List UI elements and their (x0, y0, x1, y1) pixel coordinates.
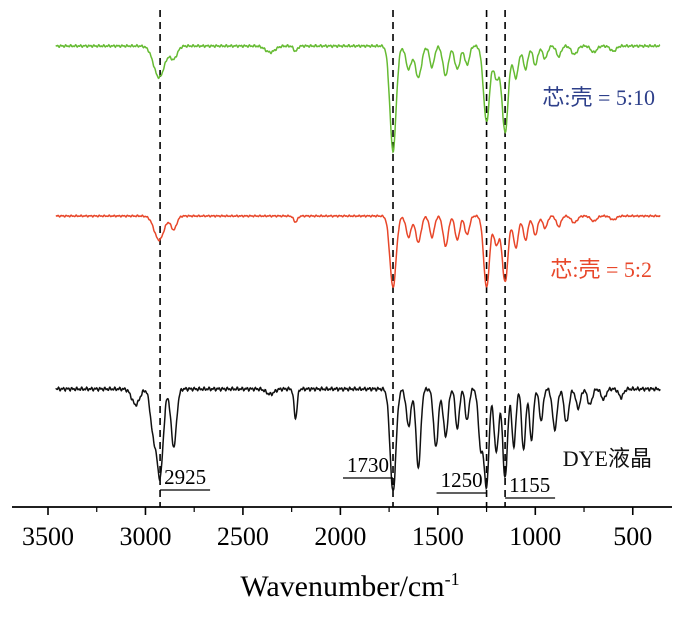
x-tick-label-2500: 2500 (217, 522, 269, 551)
x-tick-label-1500: 1500 (412, 522, 464, 551)
x-axis-label: Wavenumber/cm-1 (240, 569, 459, 603)
peak-label-1730: 1730 (347, 453, 389, 477)
x-tick-label-3500: 3500 (22, 522, 74, 551)
peak-label-2925: 2925 (164, 465, 206, 489)
x-tick-label-3000: 3000 (119, 522, 171, 551)
series-line-0 (55, 43, 661, 154)
x-axis: 3500 3000 2500 2000 1500 1000 500 (12, 506, 672, 551)
series-line-2 (55, 385, 661, 492)
x-tick-label-1000: 1000 (509, 522, 561, 551)
peak-label-1250: 1250 (441, 468, 483, 492)
series-labels: 芯:壳 = 5:10 芯:壳 = 5:2 DYE液晶 (542, 85, 655, 471)
peak-label-1155: 1155 (509, 473, 550, 497)
series-label-0: 芯:壳 = 5:10 (542, 85, 655, 110)
reference-lines (159, 10, 506, 507)
series-label-1: 芯:壳 = 5:2 (550, 257, 652, 282)
series-line-1 (55, 214, 661, 288)
x-axis-label-superscript: -1 (445, 569, 460, 589)
x-tick-label-2000: 2000 (314, 522, 366, 551)
x-tick-label-500: 500 (613, 522, 652, 551)
series-label-2: DYE液晶 (563, 446, 652, 471)
peak-labels: 2925 1730 1250 1155 (160, 453, 556, 499)
x-axis-label-main: Wavenumber/cm (240, 570, 444, 603)
series-group (55, 43, 661, 492)
